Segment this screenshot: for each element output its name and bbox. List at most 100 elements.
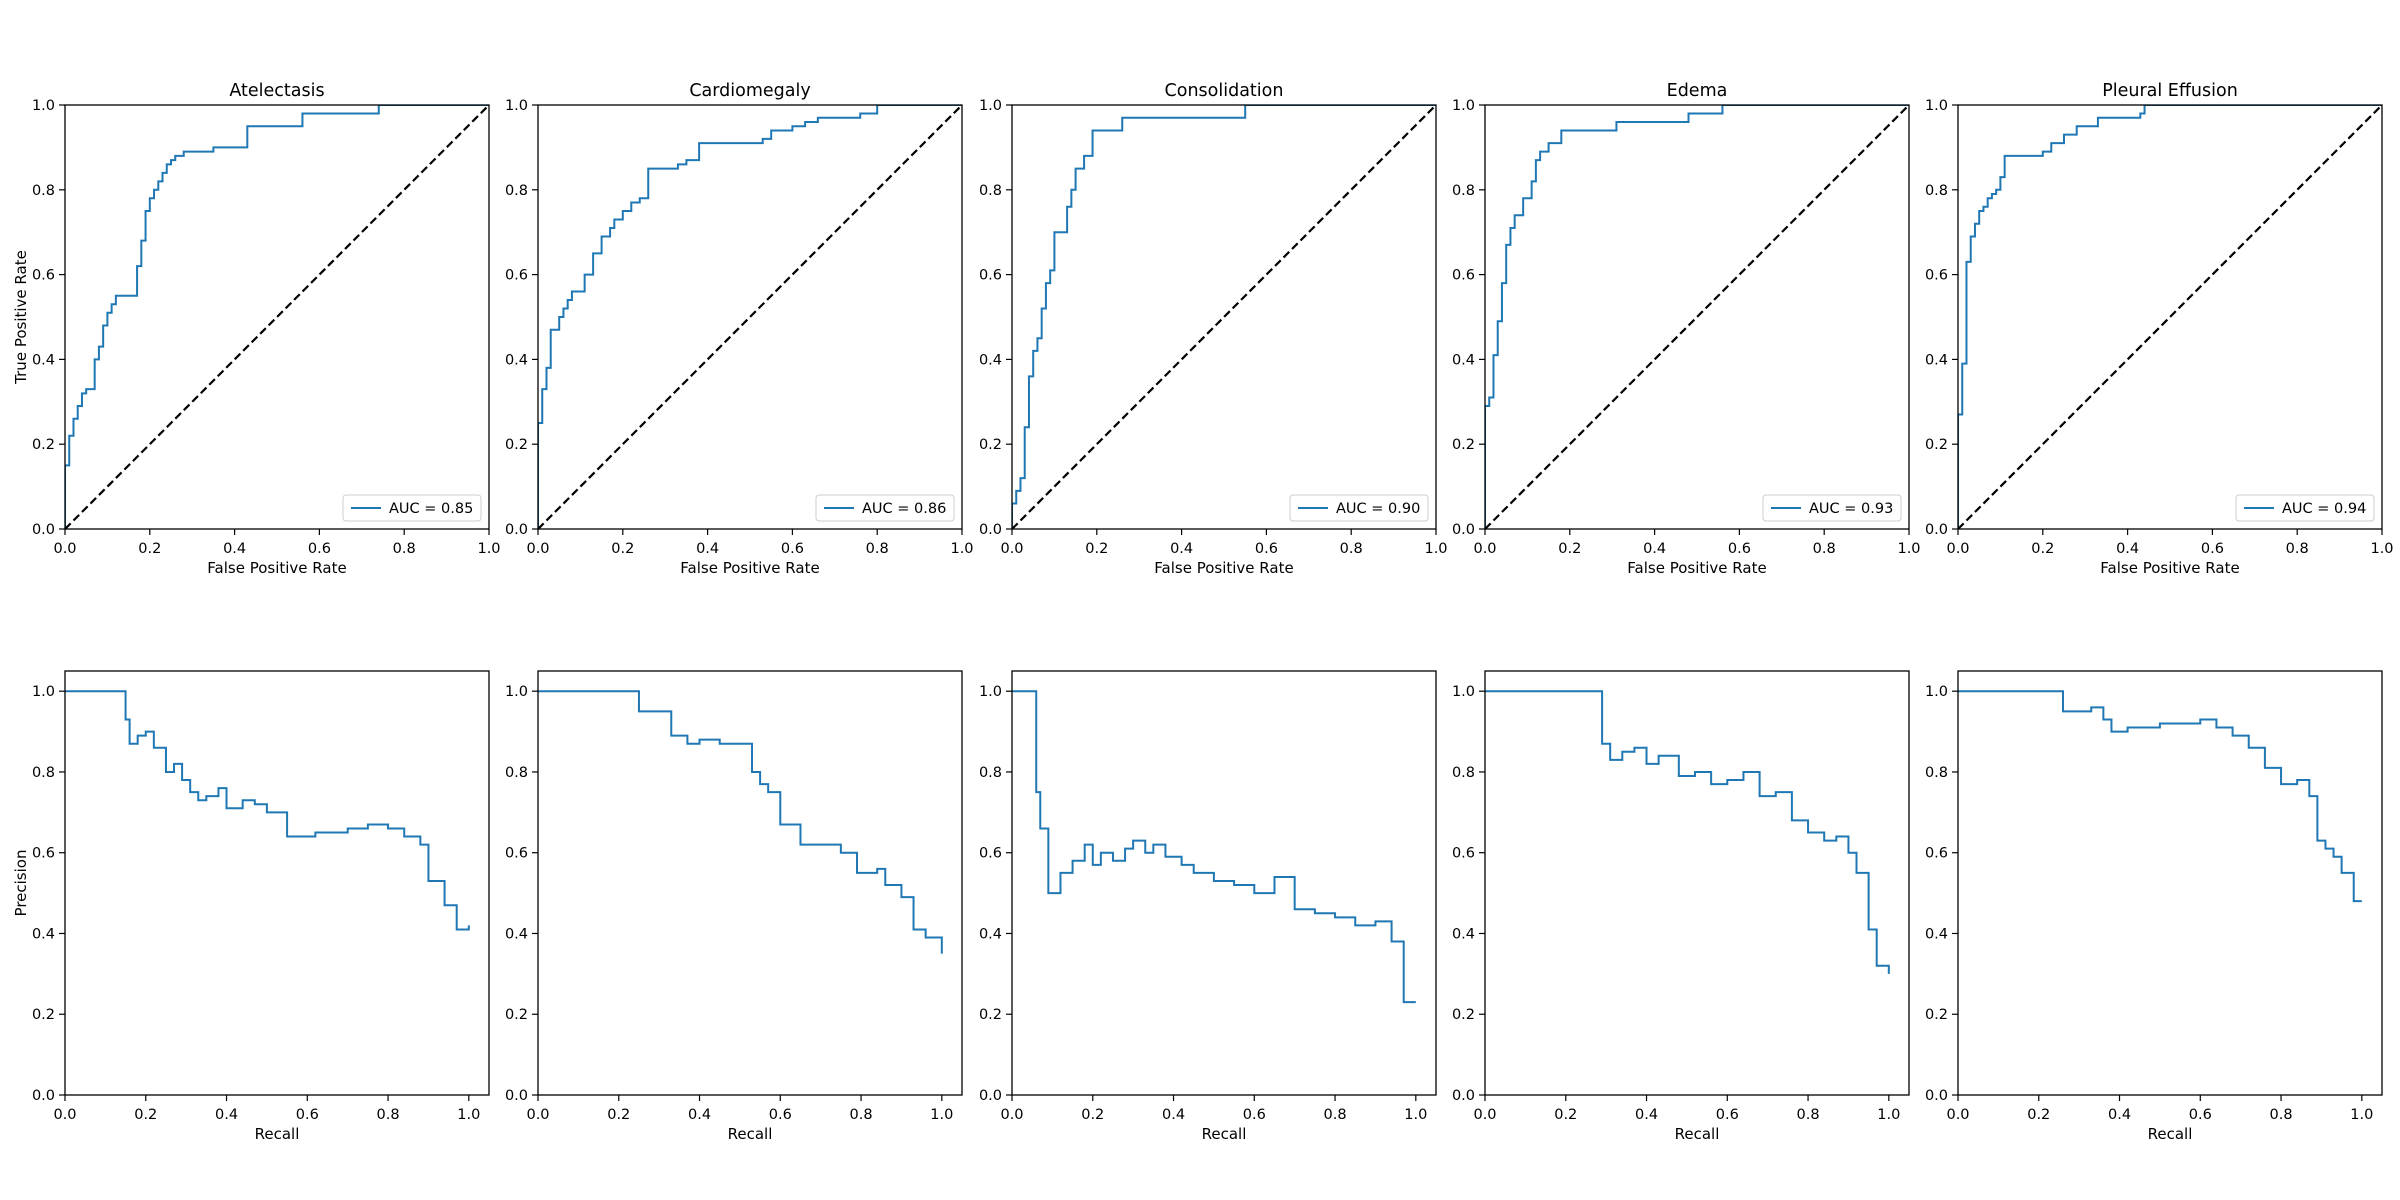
x-axis-label: Recall [255,1125,300,1143]
panel-roc-3: 0.0 0.2 0.4 0.6 0.8 1.0 0.0 0.2 0.4 0.6 0.8 1.0 Cons… [979,81,1448,577]
panel-title: Atelectasis [229,81,324,101]
legend: AUC = 0.93 [1762,494,1902,522]
x-tick-label: 0.4 [688,1107,711,1123]
x-tick-label: 0.8 [1324,1107,1347,1123]
x-tick-label: 0.4 [2108,1107,2131,1123]
x-axis-label: False Positive Rate [2100,559,2239,577]
y-axis-label: Precision [12,850,30,917]
x-tick-label: 0.2 [1081,1107,1104,1123]
pr-curve [538,690,943,954]
y-tick-label: 0.6 [505,268,528,284]
axes-frame [1011,670,1437,1096]
x-tick-label: 1.0 [1877,1107,1900,1123]
x-axis-label: Recall [1675,1125,1720,1143]
y-tick-label: 0.0 [505,1088,528,1104]
x-axis-label: False Positive Rate [680,559,819,577]
x-tick-label: 0.4 [2116,541,2139,557]
y-tick-label: 0.4 [32,352,55,368]
legend: AUC = 0.86 [815,494,955,522]
y-tick-label: 1.0 [505,98,528,114]
y-tick-label: 0.0 [979,522,1002,538]
legend-entry: AUC = 0.94 [2282,501,2366,517]
axes-frame [1011,104,1437,530]
chance-diagonal-line [65,105,489,529]
y-tick-label: 0.6 [1452,268,1475,284]
legend-entry: AUC = 0.90 [1336,501,1420,517]
axes-frame [1957,104,2383,530]
y-tick-label: 0.0 [1452,522,1475,538]
y-tick-label: 0.0 [1925,522,1948,538]
y-tick-label: 0.8 [979,183,1002,199]
panel-roc-4: 0.0 0.2 0.4 0.6 0.8 1.0 0.0 0.2 0.4 0.6 0.8 1.0 Edem… [1452,81,1921,577]
y-tick-label: 0.8 [1925,765,1948,781]
x-tick-label: 0.0 [53,541,76,557]
y-tick-label: 0.8 [32,765,55,781]
y-tick-label: 0.4 [1925,926,1948,942]
x-tick-label: 0.2 [1558,541,1581,557]
panel-roc-5: 0.0 0.2 0.4 0.6 0.8 1.0 0.0 0.2 0.4 0.6 0.8 1.0 Pleu… [1925,81,2394,577]
x-tick-label: 0.4 [215,1107,238,1123]
y-tick-label: 0.4 [979,352,1002,368]
x-tick-label: 0.4 [1643,541,1666,557]
y-tick-label: 0.6 [1925,268,1948,284]
legend-entry: AUC = 0.93 [1809,501,1893,517]
x-tick-label: 0.8 [393,541,416,557]
x-tick-label: 0.0 [1000,541,1023,557]
pr-curve [1958,690,2362,903]
y-tick-label: 0.2 [1452,1007,1475,1023]
panel-pr-5: 0.0 0.2 0.4 0.6 0.8 1.0 0.0 0.2 0.4 0.6 0.8 1.0 Reca… [1925,670,2383,1143]
y-tick-label: 1.0 [979,684,1002,700]
chance-diagonal-line [1485,105,1909,529]
y-tick-label: 0.4 [1925,352,1948,368]
y-tick-label: 0.6 [979,268,1002,284]
panel-title: Edema [1667,81,1728,101]
y-tick-label: 0.2 [505,437,528,453]
legend-box [342,494,482,522]
panel-title: Consolidation [1165,81,1284,101]
x-tick-label: 0.0 [1946,1107,1969,1123]
x-tick-label: 0.8 [2286,541,2309,557]
y-tick-label: 0.8 [505,183,528,199]
x-tick-label: 0.6 [308,541,331,557]
pr-curve [1012,690,1416,1004]
x-tick-label: 0.0 [1946,541,1969,557]
x-axis-label: Recall [2148,1125,2193,1143]
y-tick-label: 0.2 [1925,1007,1948,1023]
y-tick-label: 0.6 [32,846,55,862]
axes-frame [1484,670,1910,1096]
y-tick-label: 0.0 [1452,1088,1475,1104]
x-tick-label: 0.2 [2031,541,2054,557]
x-tick-label: 0.6 [1716,1107,1739,1123]
roc-curve [1485,105,1909,529]
x-tick-label: 0.0 [1473,541,1496,557]
x-tick-label: 0.2 [2027,1107,2050,1123]
x-tick-label: 0.4 [1162,1107,1185,1123]
y-tick-label: 1.0 [1925,684,1948,700]
y-tick-label: 0.2 [1452,437,1475,453]
y-tick-label: 0.6 [1925,846,1948,862]
y-tick-label: 0.8 [1452,765,1475,781]
chance-diagonal-line [1012,105,1436,529]
legend-box [1289,494,1429,522]
roc-curve [538,105,962,529]
axes-frame [537,670,963,1096]
y-tick-label: 1.0 [32,98,55,114]
y-tick-label: 1.0 [505,684,528,700]
roc-curve [1958,105,2382,529]
roc-curve [1012,105,1436,529]
y-tick-label: 0.6 [505,846,528,862]
axes-frame [1484,104,1910,530]
y-tick-label: 0.4 [32,926,55,942]
roc-curve [65,105,489,529]
x-tick-label: 0.6 [1243,1107,1266,1123]
x-tick-label: 0.6 [2189,1107,2212,1123]
x-axis-label: Recall [728,1125,773,1143]
x-tick-label: 1.0 [1897,541,1920,557]
y-tick-label: 0.0 [505,522,528,538]
x-tick-label: 1.0 [930,1107,953,1123]
chance-diagonal-line [538,105,962,529]
y-tick-label: 0.0 [32,522,55,538]
y-tick-label: 0.8 [1452,183,1475,199]
x-axis-label: Recall [1202,1125,1247,1143]
